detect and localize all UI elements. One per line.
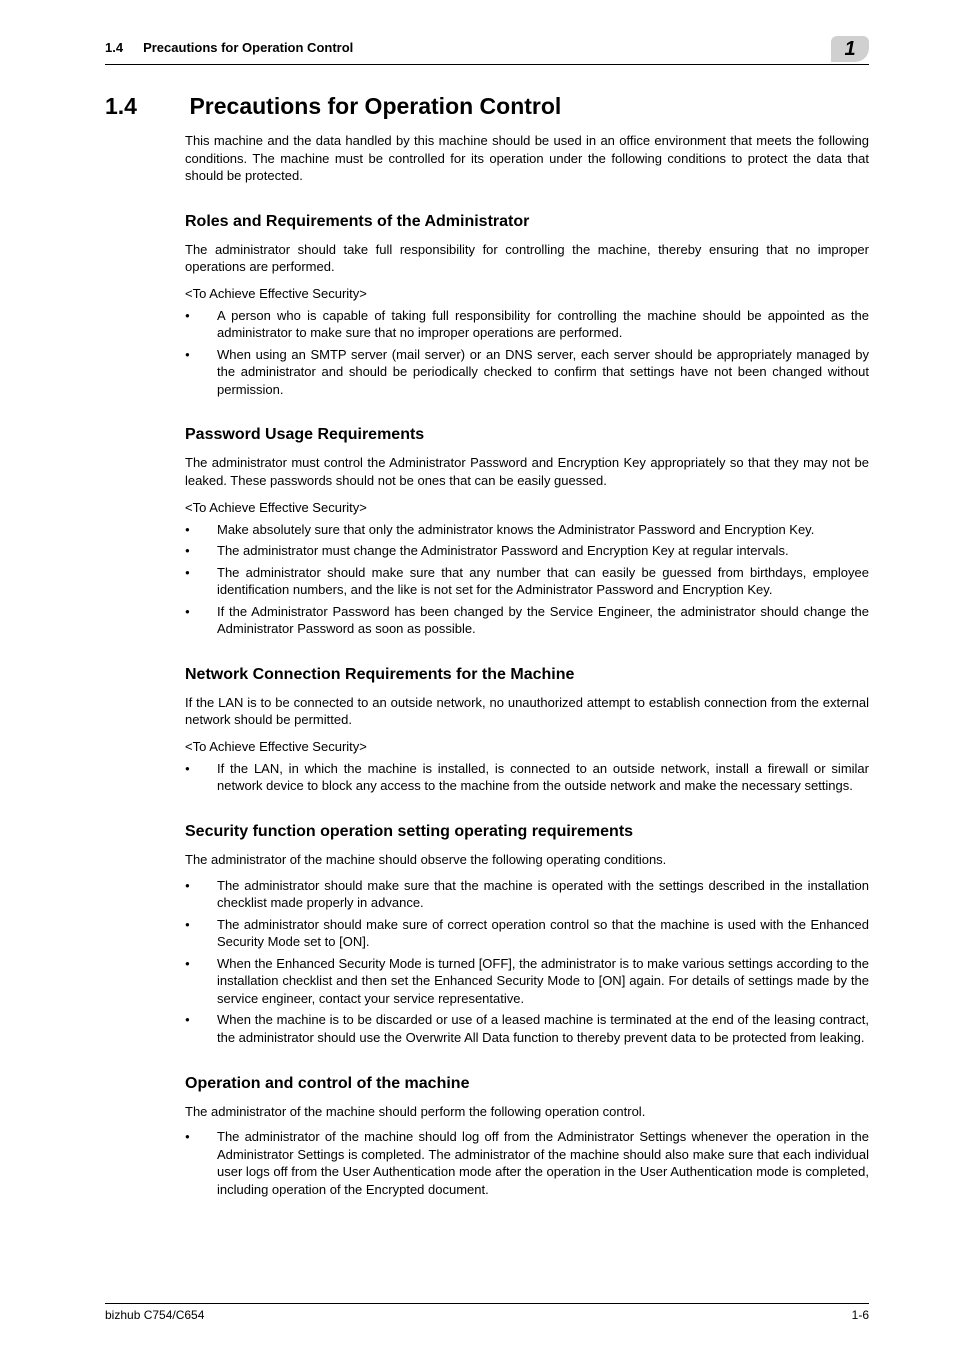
list-item: The administrator should make sure that …	[185, 877, 869, 912]
header-section-title: Precautions for Operation Control	[143, 40, 353, 55]
list-item: The administrator must change the Admini…	[185, 542, 869, 560]
page-header: 1.4 Precautions for Operation Control 1	[105, 40, 869, 65]
main-heading-row: 1.4 Precautions for Operation Control	[105, 93, 869, 120]
list-item: The administrator of the machine should …	[185, 1128, 869, 1198]
list-item: A person who is capable of taking full r…	[185, 307, 869, 342]
password-paragraph: The administrator must control the Admin…	[185, 454, 869, 489]
operation-heading: Operation and control of the machine	[185, 1075, 869, 1093]
list-item: Make absolutely sure that only the admin…	[185, 521, 869, 539]
footer-product: bizhub C754/C654	[105, 1308, 204, 1322]
list-item: If the LAN, in which the machine is inst…	[185, 760, 869, 795]
password-tag: <To Achieve Effective Security>	[185, 500, 869, 515]
list-item: When using an SMTP server (mail server) …	[185, 346, 869, 399]
main-section-title: Precautions for Operation Control	[189, 93, 561, 120]
roles-tag: <To Achieve Effective Security>	[185, 286, 869, 301]
network-bullet-list: If the LAN, in which the machine is inst…	[185, 760, 869, 795]
list-item: The administrator should make sure that …	[185, 564, 869, 599]
password-heading: Password Usage Requirements	[185, 426, 869, 444]
roles-heading: Roles and Requirements of the Administra…	[185, 213, 869, 231]
chapter-number: 1	[844, 38, 855, 61]
header-left-group: 1.4 Precautions for Operation Control	[105, 40, 353, 55]
roles-paragraph: The administrator should take full respo…	[185, 241, 869, 276]
page-footer: bizhub C754/C654 1-6	[105, 1303, 869, 1322]
security-func-heading: Security function operation setting oper…	[185, 823, 869, 841]
security-func-paragraph: The administrator of the machine should …	[185, 851, 869, 869]
list-item: If the Administrator Password has been c…	[185, 603, 869, 638]
roles-bullet-list: A person who is capable of taking full r…	[185, 307, 869, 399]
chapter-tab: 1	[831, 36, 869, 62]
network-heading: Network Connection Requirements for the …	[185, 666, 869, 684]
network-paragraph: If the LAN is to be connected to an outs…	[185, 694, 869, 729]
security-func-bullet-list: The administrator should make sure that …	[185, 877, 869, 1047]
main-section-number: 1.4	[105, 93, 185, 120]
password-bullet-list: Make absolutely sure that only the admin…	[185, 521, 869, 638]
operation-bullet-list: The administrator of the machine should …	[185, 1128, 869, 1198]
document-page: 1.4 Precautions for Operation Control 1 …	[0, 0, 954, 1350]
list-item: The administrator should make sure of co…	[185, 916, 869, 951]
network-tag: <To Achieve Effective Security>	[185, 739, 869, 754]
footer-page-number: 1-6	[852, 1308, 869, 1322]
header-section-number: 1.4	[105, 40, 123, 55]
operation-paragraph: The administrator of the machine should …	[185, 1103, 869, 1121]
list-item: When the Enhanced Security Mode is turne…	[185, 955, 869, 1008]
list-item: When the machine is to be discarded or u…	[185, 1011, 869, 1046]
content-body: This machine and the data handled by thi…	[185, 132, 869, 1198]
intro-paragraph: This machine and the data handled by thi…	[185, 132, 869, 185]
